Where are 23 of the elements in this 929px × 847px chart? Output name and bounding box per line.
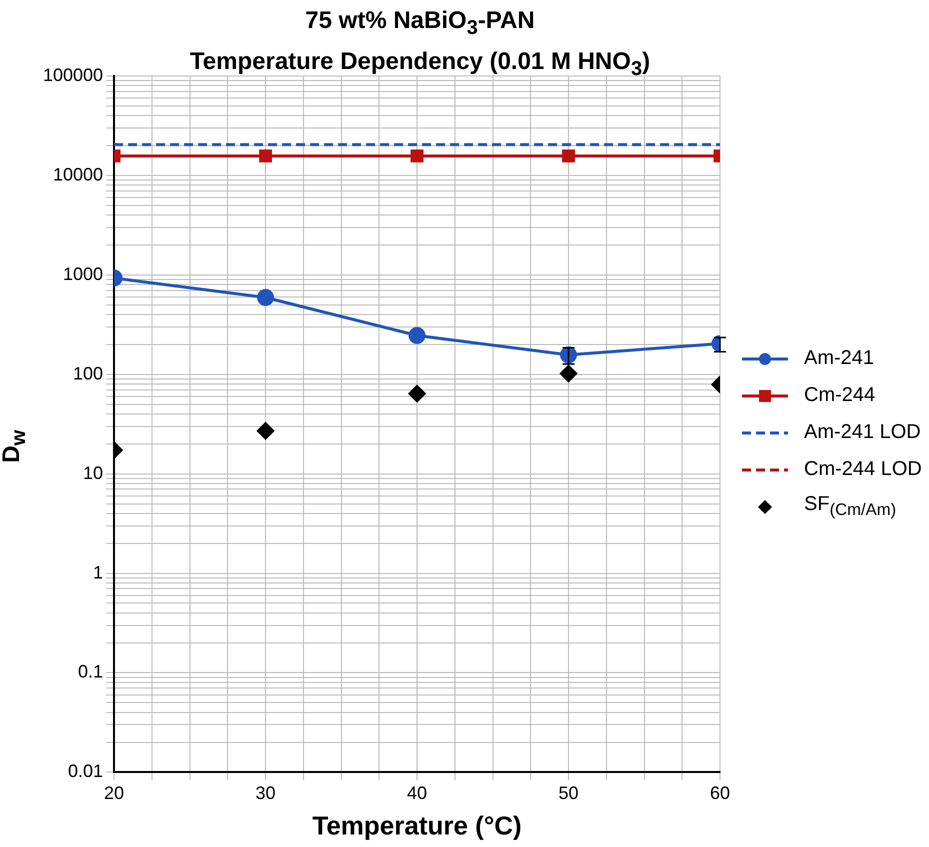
x-tick-label: 40: [407, 782, 428, 803]
point: [408, 385, 426, 402]
x-axis-title: Temperature (°C): [312, 810, 522, 841]
legend-label: Am-241 LOD: [804, 421, 921, 444]
legend-label: Am-241: [804, 347, 874, 370]
point: [408, 326, 426, 344]
legend-label: Cm-244: [804, 384, 876, 407]
y-tick-label: 1: [93, 562, 104, 582]
chart-title: 75 wt% NaBiO$_{3}$-PAN Temperature Dependency (0.01 M HNO$_{3}$): [190, 7, 650, 80]
y-tick-label: 100000: [42, 64, 104, 85]
y-tick-label: 1000: [63, 264, 104, 284]
y-tick-label: 100: [73, 363, 104, 384]
y-tick-label: 10000: [53, 164, 104, 184]
y-tick-label: 0.01: [68, 761, 104, 782]
legend-label: Cm-244 LOD: [804, 458, 922, 481]
y-tick-label: 0.1: [78, 662, 104, 682]
x-tick-label: 60: [710, 782, 730, 803]
x-tick-label: 20: [104, 782, 124, 803]
y-tick-label: 10: [83, 462, 104, 483]
x-tick-label: 30: [256, 782, 276, 803]
x-tick-label: 50: [558, 782, 579, 803]
legend-label: SF$_{(Cm/Am)}$: [804, 493, 896, 520]
point: [410, 150, 424, 162]
